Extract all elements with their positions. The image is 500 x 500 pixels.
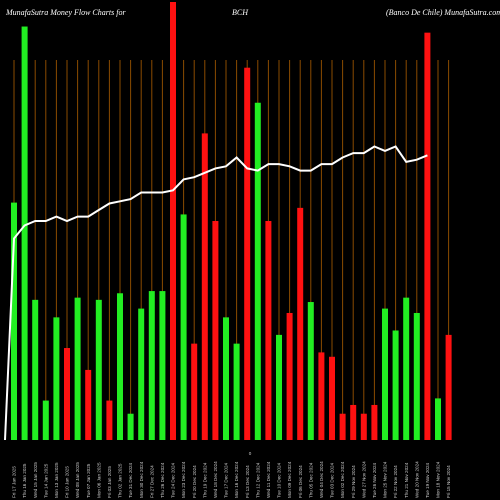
bar-19 xyxy=(212,221,219,440)
bar-41 xyxy=(445,334,452,440)
x-tick-label: Wed 15 Jan 2025 xyxy=(33,462,38,498)
x-tick-label: Tue 19 Nov 2024 xyxy=(425,462,430,498)
x-tick-label: Wed 04 Dec 2024 xyxy=(319,461,324,498)
title-symbol: BCH xyxy=(232,8,248,17)
bar-7 xyxy=(85,369,92,440)
bar-11 xyxy=(127,413,134,440)
bar-29 xyxy=(318,352,325,440)
bar-40 xyxy=(435,398,441,440)
x-tick-label: Mon 06 Jan 2025 xyxy=(96,462,101,498)
x-tick-label: Tue 26 Nov 2024 xyxy=(372,462,377,498)
bar-0 xyxy=(11,202,17,440)
x-tick-label: Mon 02 Dec 2024 xyxy=(340,461,345,498)
bar-36 xyxy=(392,330,399,440)
money-flow-line xyxy=(4,145,428,441)
bar-9 xyxy=(106,400,113,440)
bar-25 xyxy=(276,334,282,440)
bar-33 xyxy=(360,413,367,440)
x-tick-label: Fri 20 Dec 2024 xyxy=(192,465,197,498)
x-tick-label: Tue 03 Dec 2024 xyxy=(330,462,335,498)
bar-28 xyxy=(307,302,314,440)
x-tick-label: Tue 31 Dec 2024 xyxy=(128,462,133,498)
x-tick-label: Tue 10 Dec 2024 xyxy=(277,462,282,498)
center-label: 0 xyxy=(249,451,252,456)
x-tick-label: Fri 15 Nov 2024 xyxy=(446,465,451,498)
x-tick-label: Thu 21 Nov 2024 xyxy=(404,462,409,498)
bar-2 xyxy=(32,299,39,440)
x-tick-label: Fri 29 Nov 2024 xyxy=(351,465,356,498)
x-tick-label: Mon 23 Dec 2024 xyxy=(181,461,186,498)
bar-20 xyxy=(223,317,229,440)
x-tick-label: Fri 27 Dec 2024 xyxy=(149,465,154,498)
x-tick-label: Fri 06 Dec 2024 xyxy=(298,465,303,498)
x-tick-label: Tue 24 Dec 2024 xyxy=(171,462,176,498)
bars xyxy=(11,2,452,441)
bar-24 xyxy=(265,221,272,440)
bar-15 xyxy=(170,2,176,440)
x-tick-label: Wed 27 Nov 2024 xyxy=(361,461,366,498)
x-tick-label: Thu 19 Dec 2024 xyxy=(202,462,207,498)
x-tick-label: Fri 03 Jan 2025 xyxy=(107,466,112,498)
bar-35 xyxy=(382,308,388,440)
title-left: MunafaSutra Money Flow Charts for xyxy=(6,8,126,17)
bar-34 xyxy=(371,404,378,440)
bar-14 xyxy=(159,291,166,440)
bar-27 xyxy=(297,207,304,440)
x-tick-label: Mon 30 Dec 2024 xyxy=(139,461,144,498)
x-tick-label: Tue 14 Jan 2025 xyxy=(43,463,48,498)
bar-22 xyxy=(244,67,251,440)
x-tick-label: Thu 16 Jan 2025 xyxy=(22,463,27,498)
bar-6 xyxy=(74,297,81,440)
bar-23 xyxy=(254,102,261,441)
bar-32 xyxy=(350,404,357,440)
x-tick-label: Fri 10 Jan 2025 xyxy=(65,466,70,498)
bar-13 xyxy=(148,291,155,440)
x-tick-label: Wed 18 Dec 2024 xyxy=(213,461,218,498)
x-tick-label: Mon 13 Jan 2025 xyxy=(54,462,59,498)
bar-17 xyxy=(191,343,198,440)
bar-10 xyxy=(117,293,123,440)
x-tick-label: Wed 08 Jan 2025 xyxy=(75,462,80,498)
x-tick-label: Thu 05 Dec 2024 xyxy=(308,462,313,498)
bar-16 xyxy=(180,214,187,440)
x-tick-label: Thu 02 Jan 2025 xyxy=(118,463,123,498)
x-tick-label: Fri 22 Nov 2024 xyxy=(393,465,398,498)
bar-3 xyxy=(42,400,49,440)
bar-4 xyxy=(53,317,60,440)
bar-5 xyxy=(64,348,70,440)
chart-title: MunafaSutra Money Flow Charts for BCH (B… xyxy=(0,0,500,22)
bar-1 xyxy=(21,26,28,440)
bar-37 xyxy=(403,297,410,440)
x-tick-label: Fri 17 Jan 2025 xyxy=(12,466,17,498)
bar-39 xyxy=(424,32,431,440)
x-tick-label: Mon 18 Nov 2024 xyxy=(436,461,441,498)
x-tick-label: Fri 13 Dec 2024 xyxy=(245,465,250,498)
bar-21 xyxy=(233,343,240,440)
bar-38 xyxy=(413,312,420,440)
x-tick-label: Tue 07 Jan 2025 xyxy=(86,463,91,498)
bar-8 xyxy=(95,299,102,440)
bar-26 xyxy=(286,312,293,440)
x-tick-label: Wed 20 Nov 2024 xyxy=(414,461,419,498)
x-tick-labels: Fri 17 Jan 2025 Thu 16 Jan 2025 Wed 15 Jan… xyxy=(12,461,452,498)
bar-18 xyxy=(201,133,208,440)
x-tick-label: Wed 11 Dec 2024 xyxy=(266,461,271,498)
bar-30 xyxy=(329,356,335,440)
bar-31 xyxy=(339,413,346,440)
x-tick-label: Thu 26 Dec 2024 xyxy=(160,462,165,498)
bar-12 xyxy=(138,308,145,440)
x-tick-label: Mon 25 Nov 2024 xyxy=(383,461,388,498)
x-tick-label: Tue 17 Dec 2024 xyxy=(224,462,229,498)
title-company: (Banco De Chile) MunafaSutra.com xyxy=(386,8,500,17)
x-tick-label: Mon 16 Dec 2024 xyxy=(234,461,239,498)
x-tick-label: Thu 12 Dec 2024 xyxy=(255,462,260,498)
x-tick-label: Mon 09 Dec 2024 xyxy=(287,461,292,498)
